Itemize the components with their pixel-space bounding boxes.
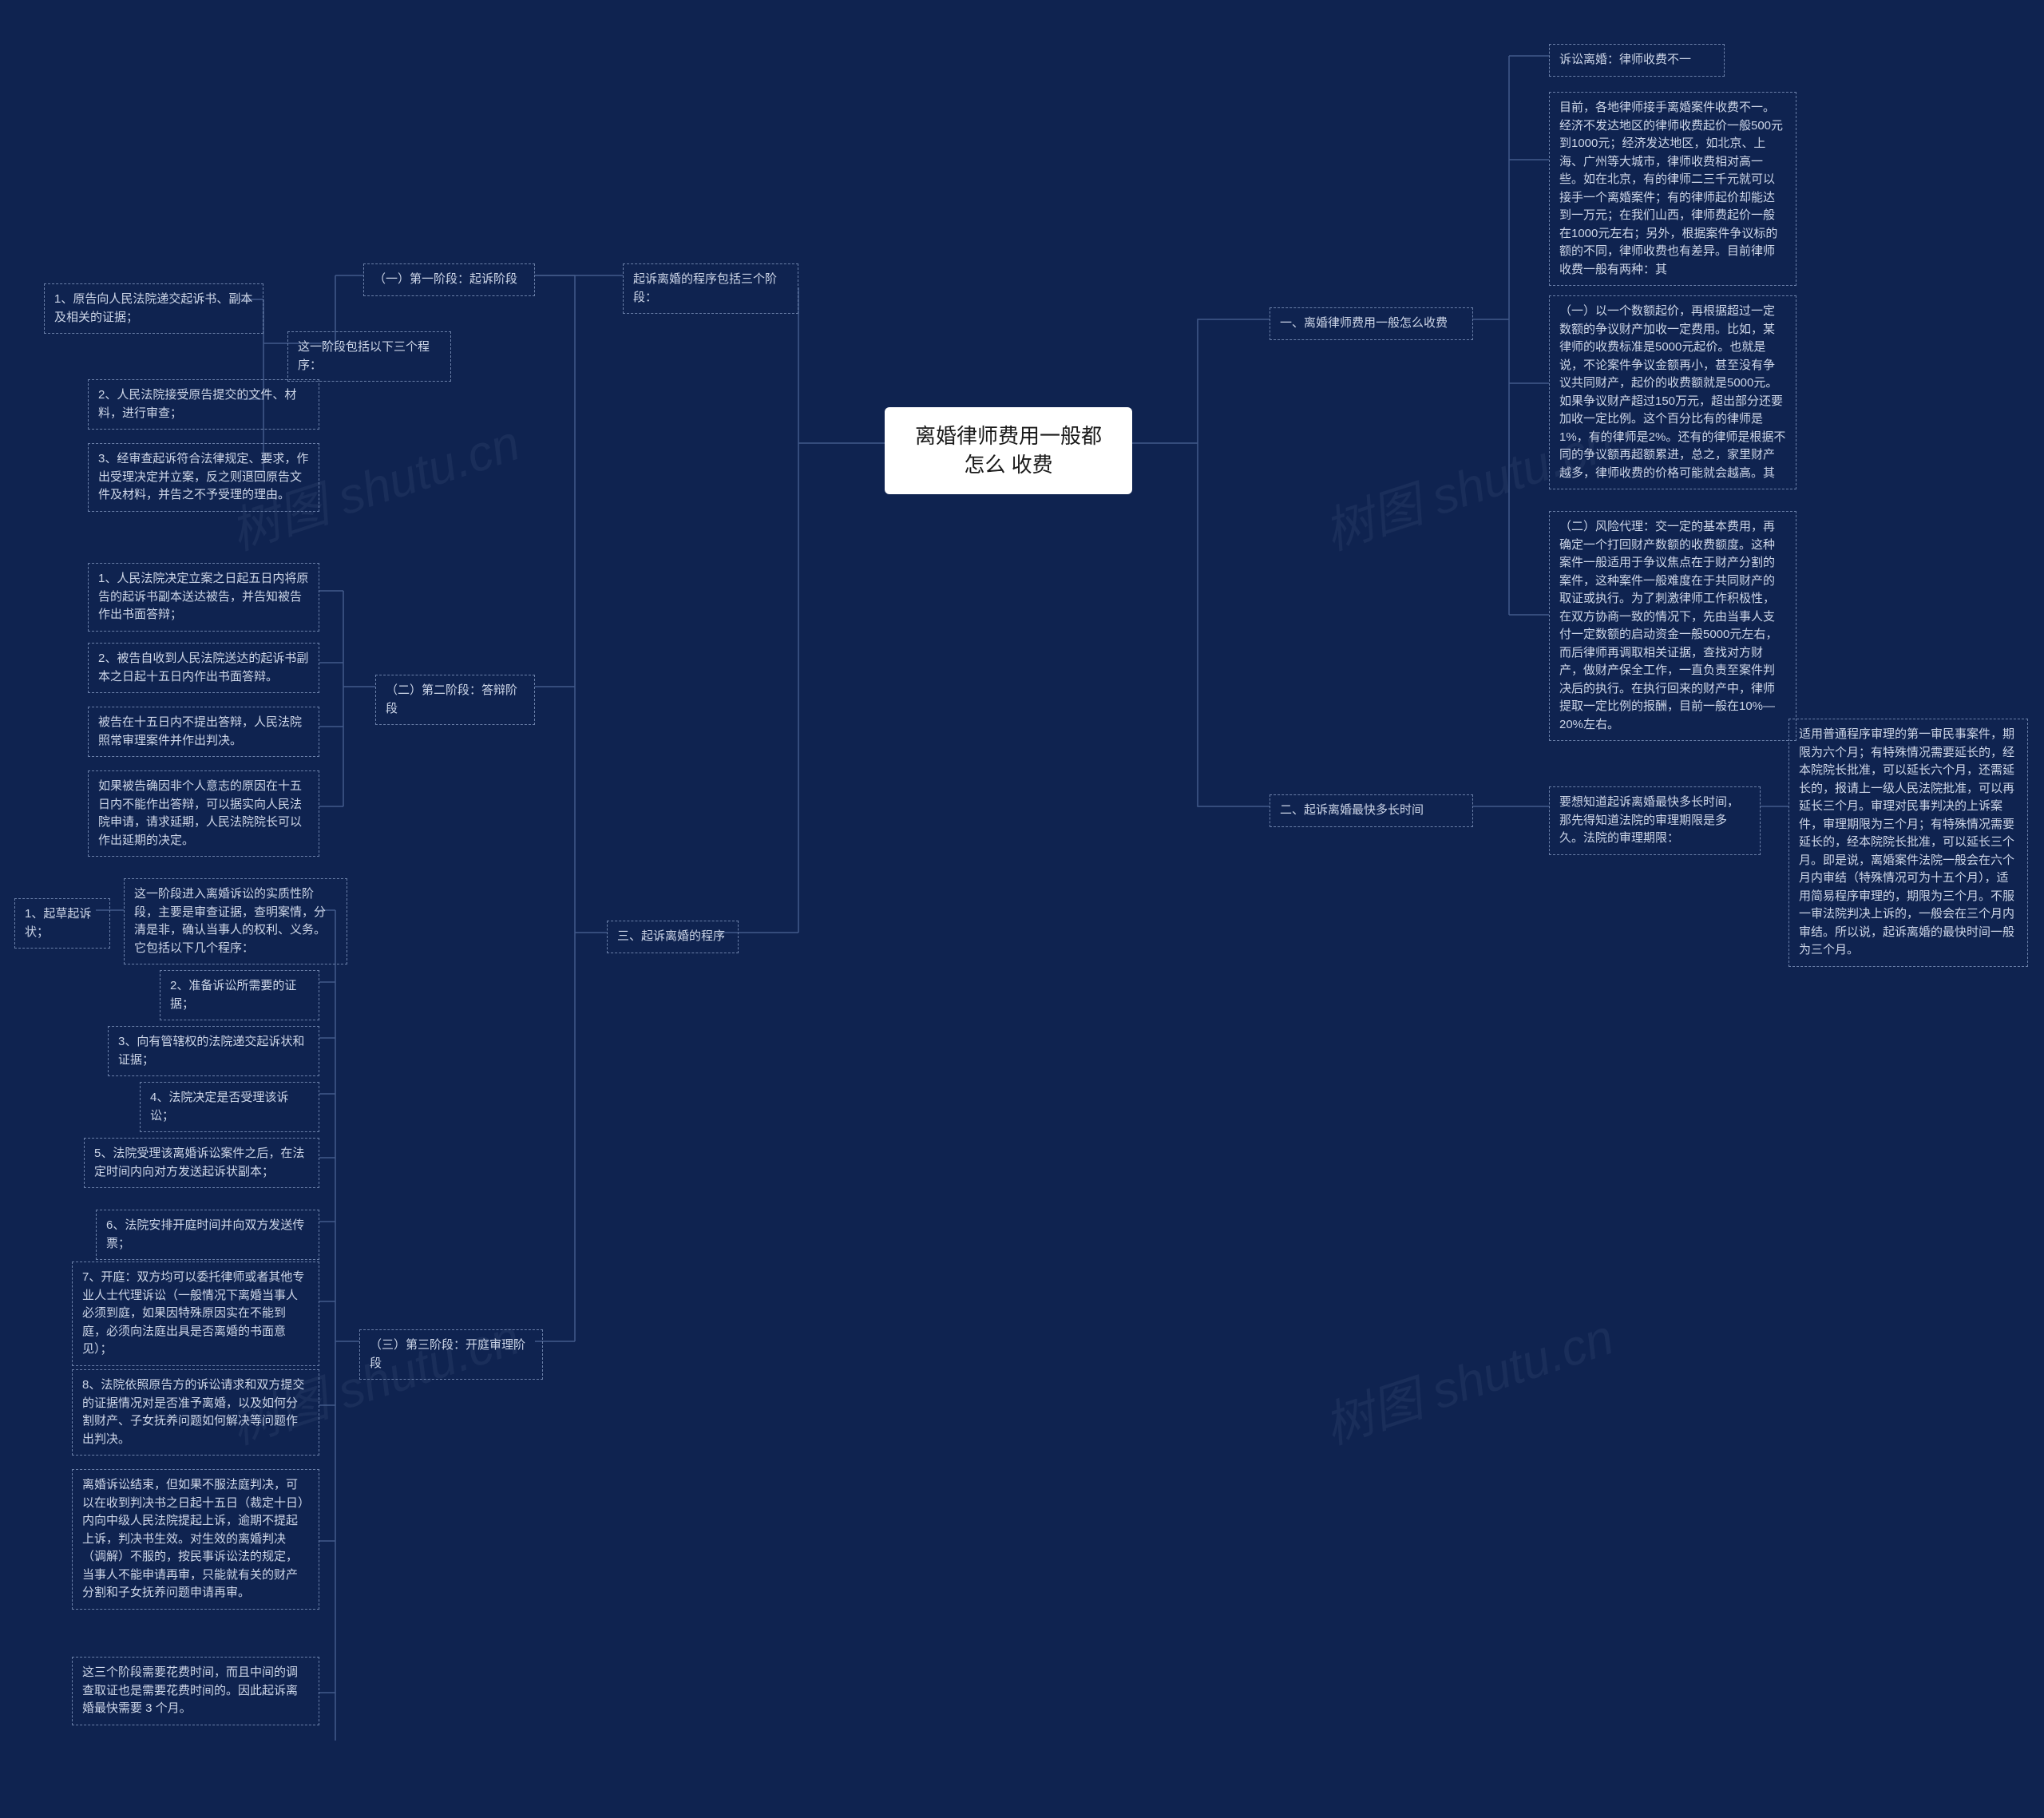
phase-3-item-9: 离婚诉讼结束，但如果不服法庭判决，可以在收到判决书之日起十五日（裁定十日）内向中…	[72, 1469, 319, 1610]
s1-node-a: 诉讼离婚：律师收费不一	[1549, 44, 1725, 77]
section-3: 三、起诉离婚的程序	[607, 921, 739, 953]
phase-1: （一）第一阶段：起诉阶段	[363, 263, 535, 296]
watermark: 树图 shutu.cn	[1313, 1297, 1621, 1458]
phase-2-item-1: 1、人民法院决定立案之日起五日内将原告的起诉书副本送达被告，并告知被告作出书面答…	[88, 563, 319, 632]
phase-3-item-5: 5、法院受理该离婚诉讼案件之后，在法定时间内向对方发送起诉状副本；	[84, 1138, 319, 1188]
root-node: 离婚律师费用一般都怎么 收费	[885, 407, 1132, 494]
s2-node-b: 适用普通程序审理的第一审民事案件，期限为六个月；有特殊情况需要延长的，经本院院长…	[1788, 719, 2028, 967]
phase-3-intro: 这一阶段进入离婚诉讼的实质性阶段，主要是审查证据，查明案情，分清是非，确认当事人…	[124, 878, 347, 964]
phase-3-item-8: 8、法院依照原告方的诉讼请求和双方提交的证据情况对是否准予离婚，以及如何分割财产…	[72, 1369, 319, 1456]
phase-3-item-4: 4、法院决定是否受理该诉讼；	[140, 1082, 319, 1132]
section-1: 一、离婚律师费用一般怎么收费	[1270, 307, 1473, 340]
phase-2-item-4: 如果被告确因非个人意志的原因在十五日内不能作出答辩，可以据实向人民法院申请，请求…	[88, 770, 319, 857]
phase-1-item-3: 3、经审查起诉符合法律规定、要求，作出受理决定并立案，反之则退回原告文件及材料，…	[88, 443, 319, 512]
section-2: 二、起诉离婚最快多长时间	[1270, 794, 1473, 827]
phase-1-sub: 这一阶段包括以下三个程序：	[287, 331, 451, 382]
s2-node-a: 要想知道起诉离婚最快多长时间，那先得知道法院的审理期限是多久。法院的审理期限：	[1549, 786, 1761, 855]
phase-3-item-6: 6、法院安排开庭时间并向双方发送传票；	[96, 1210, 319, 1260]
phase-3-item-10: 这三个阶段需要花费时间，而且中间的调查取证也是需要花费时间的。因此起诉离婚最快需…	[72, 1657, 319, 1725]
phase-2-item-2: 2、被告自收到人民法院送达的起诉书副本之日起十五日内作出书面答辩。	[88, 643, 319, 693]
phase-2: （二）第二阶段：答辩阶段	[375, 675, 535, 725]
s1-node-c: （一）以一个数额起价，再根据超过一定数额的争议财产加收一定费用。比如，某律师的收…	[1549, 295, 1796, 489]
phase-2-item-3: 被告在十五日内不提出答辩，人民法院照常审理案件并作出判决。	[88, 707, 319, 757]
phase-3-item-1: 1、起草起诉状；	[14, 898, 110, 949]
phase-3-item-3: 3、向有管辖权的法院递交起诉状和证据；	[108, 1026, 319, 1076]
s1-node-d: （二）风险代理：交一定的基本费用，再确定一个打回财产数额的收费额度。这种案件一般…	[1549, 511, 1796, 741]
phase-3: （三）第三阶段：开庭审理阶段	[359, 1329, 543, 1380]
phase-3-item-7: 7、开庭：双方均可以委托律师或者其他专业人士代理诉讼（一般情况下离婚当事人必须到…	[72, 1262, 319, 1366]
phase-1-intro: 起诉离婚的程序包括三个阶段：	[623, 263, 798, 314]
s1-node-b: 目前，各地律师接手离婚案件收费不一。经济不发达地区的律师收费起价一般500元到1…	[1549, 92, 1796, 286]
phase-1-item-1: 1、原告向人民法院递交起诉书、副本及相关的证据；	[44, 283, 263, 334]
phase-3-item-2: 2、准备诉讼所需要的证据；	[160, 970, 319, 1020]
phase-1-item-2: 2、人民法院接受原告提交的文件、材料，进行审查；	[88, 379, 319, 430]
